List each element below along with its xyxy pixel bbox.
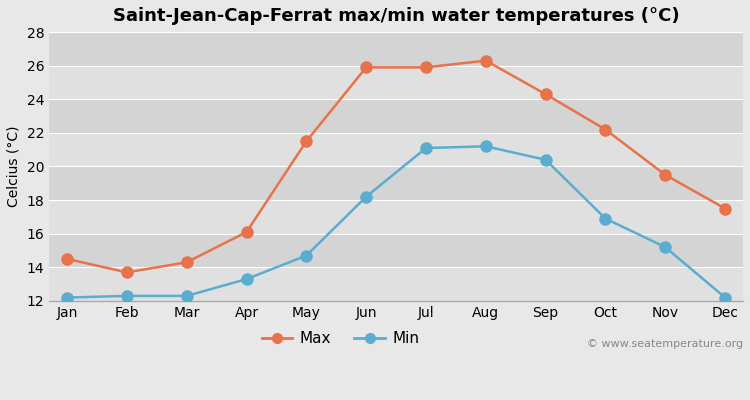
Line: Max: Max <box>62 55 730 278</box>
Max <box>62 256 71 261</box>
Min <box>62 295 71 300</box>
Bar <box>49 166 743 200</box>
Legend: Max, Min: Max, Min <box>256 325 425 352</box>
Bar <box>49 66 743 99</box>
Max <box>242 230 251 234</box>
Max <box>721 206 730 211</box>
Min <box>302 253 310 258</box>
Bar <box>49 267 743 301</box>
Max <box>302 139 310 144</box>
Min <box>721 295 730 300</box>
Y-axis label: Celcius (°C): Celcius (°C) <box>7 126 21 207</box>
Bar <box>49 32 743 66</box>
Max <box>422 65 430 70</box>
Max <box>362 65 370 70</box>
Min <box>542 157 550 162</box>
Min <box>482 144 490 149</box>
Min <box>661 245 670 250</box>
Min <box>422 146 430 150</box>
Title: Saint-Jean-Cap-Ferrat max/min water temperatures (°C): Saint-Jean-Cap-Ferrat max/min water temp… <box>112 7 680 25</box>
Max <box>482 58 490 63</box>
Text: © www.seatemperature.org: © www.seatemperature.org <box>587 339 743 349</box>
Bar <box>49 133 743 166</box>
Min <box>601 216 610 221</box>
Bar <box>49 234 743 267</box>
Min <box>242 277 251 282</box>
Max <box>601 127 610 132</box>
Max <box>122 270 131 275</box>
Bar <box>49 99 743 133</box>
Max <box>182 260 191 265</box>
Bar <box>49 200 743 234</box>
Max <box>661 172 670 177</box>
Max <box>542 92 550 97</box>
Min <box>122 294 131 298</box>
Min <box>362 194 370 199</box>
Min <box>182 294 191 298</box>
Line: Min: Min <box>62 141 730 303</box>
